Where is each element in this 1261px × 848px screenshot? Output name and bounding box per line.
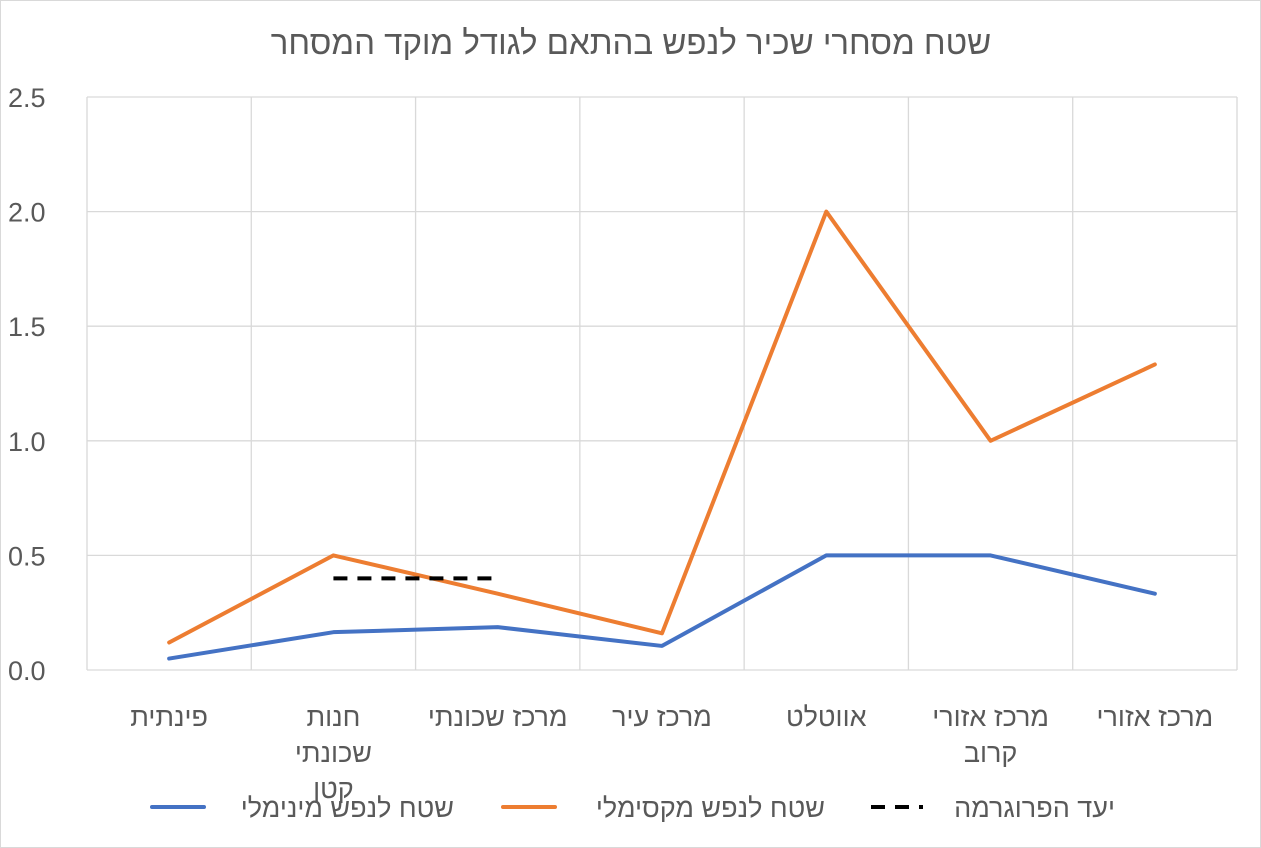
y-axis-tick-labels: 0.0 0.5 1.0 1.5 2.0 2.5: [8, 83, 46, 686]
x-tick-label-line: אווטלט: [786, 702, 867, 732]
chart-title: שטח מסחרי שכיר לנפש בהתאם לגודל מוקד המס…: [271, 24, 992, 61]
x-tick-label: מרכז אזורי קרוב: [932, 702, 1049, 768]
y-tick-label: 0.5: [8, 541, 46, 571]
x-tick-label-line: שכונתי: [295, 738, 372, 768]
x-tick-label-line: מרכז עיר: [612, 702, 712, 732]
y-tick-label: 1.0: [8, 427, 46, 457]
x-tick-label-line: מרכז שכונתי: [428, 702, 568, 732]
x-tick-label: מרכז אזורי: [1097, 702, 1214, 732]
y-tick-label: 2.5: [8, 83, 46, 113]
series-lines: [167, 209, 1157, 661]
legend: שטח לנפש מינימלי שטח לנפש מקסימלי יעד הפרו…: [150, 793, 1115, 823]
x-tick-label-line: מרכז אזורי: [932, 702, 1049, 732]
y-tick-label: 2.0: [8, 198, 46, 228]
legend-label-2: שטח לנפש מקסימלי: [596, 793, 825, 823]
y-tick-label: 1.5: [8, 312, 46, 342]
series-line-2: [167, 209, 1157, 645]
x-axis-tick-labels: פינתית חנות שכונתי קטן מרכז שכונתי מרכז עיר או…: [130, 702, 1213, 804]
series-line-1: [167, 553, 1157, 661]
x-tick-label-line: מרכז אזורי: [1097, 702, 1214, 732]
x-tick-label: מרכז עיר: [612, 702, 712, 732]
x-tick-label: אווטלט: [786, 702, 867, 732]
gridlines: [86, 96, 1238, 671]
x-tick-label-line: פינתית: [130, 702, 208, 732]
x-tick-label-line: קטן: [313, 774, 354, 804]
x-tick-label: חנות שכונתי קטן: [295, 702, 372, 804]
x-tick-label: מרכז שכונתי: [428, 702, 568, 732]
x-tick-label: פינתית: [130, 702, 208, 732]
x-tick-label-line: קרוב: [964, 738, 1018, 768]
legend-label-1: שטח לנפש מינימלי: [241, 793, 454, 823]
y-tick-label: 0.0: [8, 656, 46, 686]
legend-label-3: יעד הפרוגרמה: [954, 793, 1115, 823]
x-tick-label-line: חנות: [306, 702, 360, 732]
